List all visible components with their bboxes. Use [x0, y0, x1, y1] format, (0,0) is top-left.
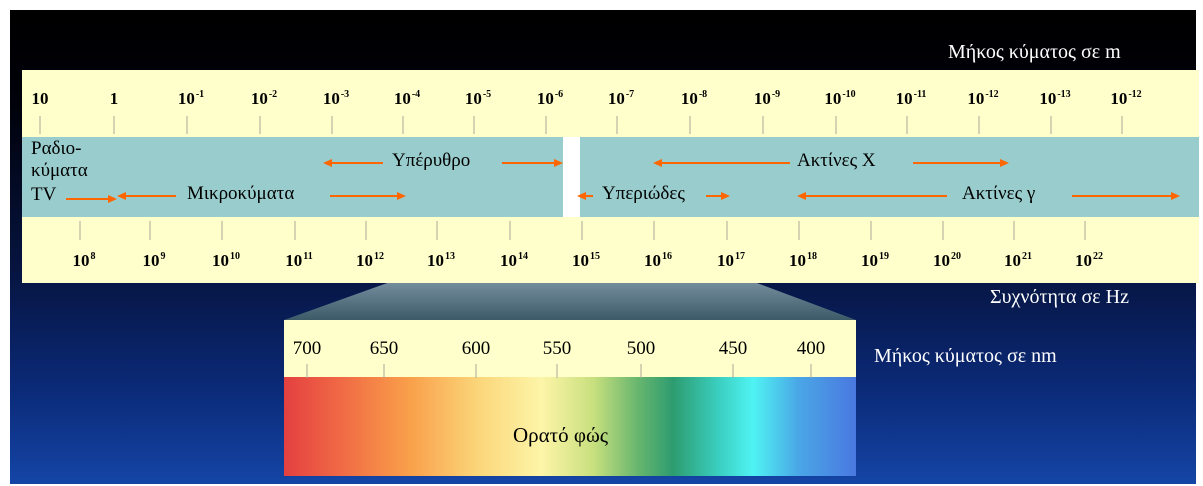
- frequency-tick-label: 1022: [1075, 251, 1103, 270]
- nm-tick-label: 600: [461, 338, 491, 359]
- infrared-arrow-left-head: [323, 159, 332, 167]
- nm-tick-label: 700: [292, 338, 322, 359]
- xrays-arrow-right-head: [1000, 159, 1009, 167]
- nm-tick-label: 400: [796, 338, 826, 359]
- radio-arrow-right-head: [108, 195, 117, 203]
- frequency-tick-label: 1012: [356, 251, 384, 270]
- wavelength-tick-label: 10-11: [895, 89, 927, 108]
- ultraviolet-arrow-left-head: [577, 192, 586, 200]
- nm-tick-label: 650: [369, 338, 399, 359]
- wavelength-tick-label: 10-5: [464, 89, 492, 108]
- wavelength-ticks: [39, 116, 1123, 134]
- frequency-scale-band: [22, 217, 1199, 283]
- microwaves-arrow-right-head: [397, 192, 406, 200]
- wavelength-tick-label: 10-10: [824, 89, 856, 108]
- visible-gap: [563, 137, 580, 218]
- xrays-label: Ακτίνες X: [797, 150, 876, 171]
- infrared-arrow-right-head: [554, 159, 563, 167]
- wavelength-tick-label: 10-13: [1039, 89, 1071, 108]
- wavelength-tick-label: 10-2: [250, 89, 278, 108]
- wavelength-tick-label: 10-9: [753, 89, 781, 108]
- wavelength-tick-label: 10-8: [680, 89, 708, 108]
- band-arrows: [66, 159, 1180, 203]
- gamma-arrow-right-head: [1171, 192, 1180, 200]
- visible-light-label: Ορατό φώς: [513, 423, 609, 447]
- wavelength-tick-label: 10-4: [393, 89, 421, 108]
- nm-tick-label: 500: [626, 338, 656, 359]
- frequency-tick-label: 108: [72, 251, 96, 270]
- wavelength-nm-label: Μήκος κύματος σε nm: [874, 345, 1057, 367]
- wavelength-tick-label: 10-3: [322, 89, 350, 108]
- radio-label-line3: TV: [31, 184, 57, 205]
- frequency-tick-label: 1018: [789, 251, 817, 270]
- region-band-left: [22, 137, 563, 218]
- region-band-right: [580, 137, 1199, 218]
- wavelength-scale-band: [22, 70, 1199, 138]
- nm-tick-label: 450: [718, 338, 748, 359]
- infrared-label: Υπέρυθρο: [392, 150, 471, 171]
- gamma-label: Ακτίνες γ: [962, 183, 1036, 204]
- wavelength-tick-label: 10: [31, 89, 49, 108]
- frequency-ticks: [79, 221, 1086, 240]
- gamma-arrow-left-head: [797, 192, 806, 200]
- frequency-hz-label: Συχνότητα σε Hz: [990, 286, 1129, 308]
- frequency-tick-label: 1021: [1004, 251, 1032, 270]
- frequency-tick-label: 1010: [212, 251, 240, 270]
- frequency-tick-label: 1019: [861, 251, 889, 270]
- frequency-tick-label: 1016: [644, 251, 672, 270]
- xrays-arrow-left-head: [653, 159, 662, 167]
- frequency-tick-label: 1014: [500, 251, 528, 270]
- frequency-tick-label: 1020: [933, 251, 961, 270]
- microwaves-label: Μικροκύματα: [187, 183, 295, 204]
- frequency-tick-label: 109: [142, 251, 166, 270]
- nm-ticks: [306, 364, 812, 378]
- microwaves-arrow-left-head: [117, 192, 126, 200]
- radio-label-line1: Ραδιο-: [31, 138, 82, 159]
- wavelength-tick-label: 10-12: [1110, 89, 1142, 108]
- wavelength-tick-label: 10-1: [177, 89, 205, 108]
- frequency-tick-label: 1015: [572, 251, 600, 270]
- frequency-tick-label: 1017: [717, 251, 745, 270]
- ultraviolet-arrow-right-head: [721, 192, 730, 200]
- frequency-tick-label: 1011: [285, 251, 313, 270]
- nm-tick-label: 550: [542, 338, 572, 359]
- visible-spectrum: [284, 377, 856, 476]
- wavelength-m-label: Μήκος κύματος σε m: [948, 41, 1121, 63]
- nm-scale-band: [284, 320, 856, 377]
- radio-label-line2: κύματα: [31, 160, 88, 181]
- ultraviolet-label: Υπεριώδες: [602, 183, 685, 204]
- wavelength-tick-label: 10-6: [536, 89, 564, 108]
- frequency-tick-label: 1013: [427, 251, 455, 270]
- wavelength-tick-label: 10-7: [607, 89, 635, 108]
- wavelength-tick-label: 10-12: [967, 89, 999, 108]
- wavelength-tick-label: 1: [109, 89, 119, 108]
